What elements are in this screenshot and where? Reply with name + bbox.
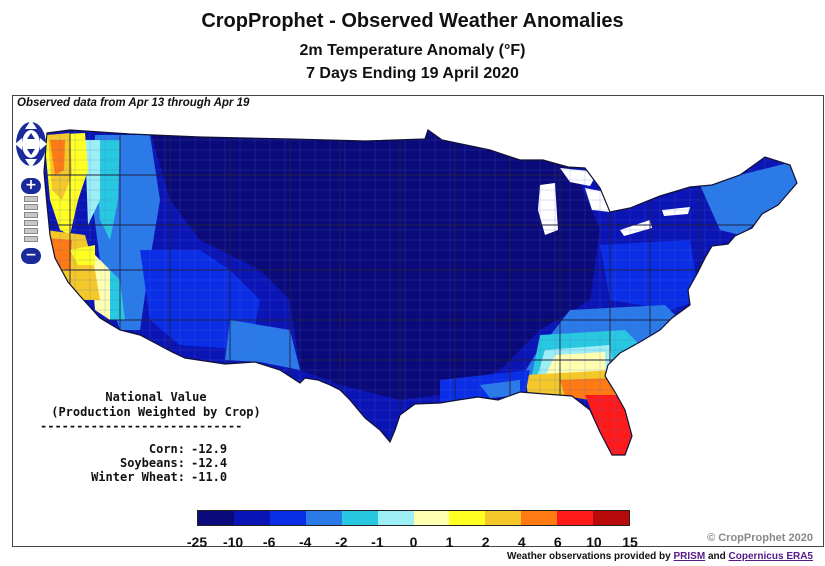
us-outline bbox=[43, 129, 798, 456]
crop-label: Winter Wheat: bbox=[91, 470, 185, 484]
data-credits: Weather observations provided by PRISM a… bbox=[507, 551, 813, 562]
legend-swatch bbox=[341, 511, 378, 525]
legend-swatch bbox=[377, 511, 414, 525]
national-value-row: Soybeans: -12.4 bbox=[40, 456, 272, 470]
observed-note: Observed data from Apr 13 through Apr 19 bbox=[17, 97, 250, 109]
national-value-heading: National Value bbox=[105, 390, 207, 404]
credits-prefix: Weather observations provided by bbox=[506, 551, 674, 562]
zoom-level-mark[interactable] bbox=[24, 236, 38, 242]
legend-tick-label: -4 bbox=[299, 534, 312, 550]
map-period: 7 Days Ending 19 April 2020 bbox=[306, 65, 519, 82]
lake-ontario bbox=[662, 207, 690, 216]
legend-tick-label: -25 bbox=[186, 534, 208, 550]
legend-swatch bbox=[198, 511, 234, 525]
crop-value: -11.0 bbox=[191, 470, 228, 484]
crop-value: -12.4 bbox=[191, 456, 228, 470]
legend-swatch bbox=[269, 511, 306, 525]
legend-tick-label: 4 bbox=[517, 534, 526, 550]
legend-tick-label: 1 bbox=[445, 534, 454, 550]
legend-swatch bbox=[593, 511, 630, 525]
legend-swatch bbox=[449, 511, 486, 525]
legend-tick-label: 0 bbox=[409, 534, 418, 550]
legend-tick-label: -1 bbox=[371, 534, 384, 550]
zoom-out-button[interactable]: − bbox=[21, 248, 41, 264]
legend-tick-label: -2 bbox=[335, 534, 348, 550]
crop-value: -12.9 bbox=[191, 442, 228, 456]
zoom-level-mark[interactable] bbox=[24, 204, 38, 210]
crop-label: Corn: bbox=[148, 442, 185, 456]
zoom-level-mark[interactable] bbox=[24, 212, 38, 218]
copyright: © CropProphet 2020 bbox=[707, 532, 813, 544]
legend-tick-label: -6 bbox=[262, 534, 276, 550]
color-legend bbox=[197, 510, 630, 526]
era5-link[interactable]: Copernicus ERA5 bbox=[728, 551, 813, 562]
national-value-subheading: (Production Weighted by Crop) bbox=[51, 405, 261, 419]
zoom-level-mark[interactable] bbox=[24, 196, 38, 202]
legend-tick-label: 2 bbox=[481, 534, 490, 550]
state-borders bbox=[44, 130, 760, 410]
zoom-control[interactable]: + − bbox=[21, 178, 41, 266]
pan-arrows-icon[interactable] bbox=[13, 117, 49, 171]
legend-tick-label: 15 bbox=[622, 534, 638, 550]
national-value-panel: National Value (Production Weighted by C… bbox=[40, 390, 272, 484]
zoom-level-mark[interactable] bbox=[24, 228, 38, 234]
credits-mid: and bbox=[705, 551, 729, 562]
legend-swatch bbox=[557, 511, 594, 525]
lake-erie bbox=[620, 220, 652, 236]
legend-ticks: -25 -10 -6 -4 -2 -1 0 1 2 4 6 10 15 bbox=[187, 534, 638, 552]
legend-swatch bbox=[521, 511, 558, 525]
national-value-row: Corn: -12.9 bbox=[40, 442, 272, 456]
legend-swatch bbox=[233, 511, 270, 525]
legend-tick-label: 6 bbox=[553, 534, 562, 550]
legend-tick-label: -10 bbox=[222, 534, 244, 550]
national-value-row: Winter Wheat: -11.0 bbox=[40, 470, 272, 484]
zoom-level-mark[interactable] bbox=[24, 220, 38, 226]
prism-link[interactable]: PRISM bbox=[673, 551, 706, 562]
legend-swatch bbox=[305, 511, 342, 525]
crop-label: Soybeans: bbox=[119, 456, 185, 470]
zoom-in-button[interactable]: + bbox=[21, 178, 41, 194]
legend-tick-label: 10 bbox=[586, 534, 602, 550]
legend-swatch bbox=[413, 511, 450, 525]
legend-swatch bbox=[485, 511, 522, 525]
lake-michigan bbox=[538, 183, 558, 235]
map-subtitle: 2m Temperature Anomaly (°F) bbox=[299, 42, 526, 59]
page-title: CropProphet - Observed Weather Anomalies bbox=[201, 10, 624, 32]
divider: ---------------------------- bbox=[40, 420, 243, 432]
